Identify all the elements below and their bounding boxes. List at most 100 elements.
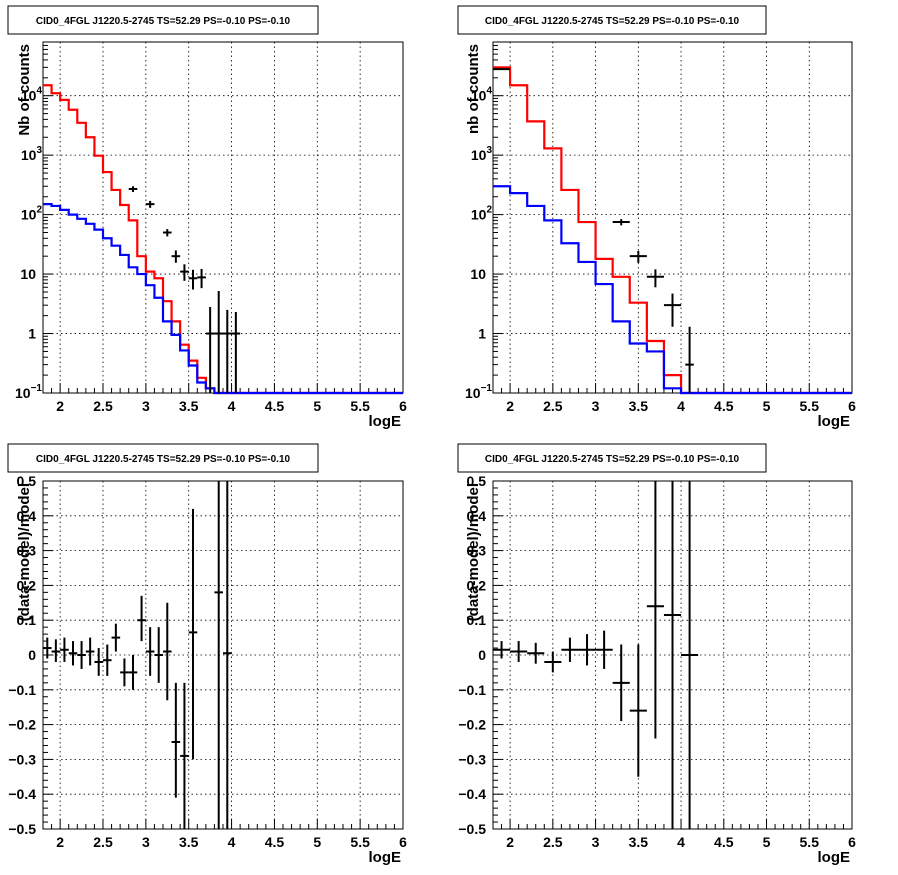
data-point <box>60 637 69 662</box>
data-point <box>163 229 172 237</box>
x-tick-label: 3 <box>142 834 150 850</box>
title-box <box>457 443 767 473</box>
x-tick-label: 2.5 <box>93 398 113 414</box>
y-tick-label: 0.4 <box>17 508 37 524</box>
x-tick-label: 6 <box>848 834 856 850</box>
y-tick-label: 103 <box>21 145 43 163</box>
data-point <box>663 293 682 327</box>
x-tick-label: 2 <box>56 834 64 850</box>
x-tick-label: 5.5 <box>800 834 820 850</box>
data-point <box>51 639 61 662</box>
x-axis-title: logE <box>818 413 851 430</box>
x-tick-label: 4 <box>228 834 236 850</box>
data-point <box>111 623 121 652</box>
x-tick-label: 3 <box>142 398 150 414</box>
data-point <box>685 326 694 393</box>
y-tick-label: 0.3 <box>467 543 487 559</box>
y-tick-label: 103 <box>471 145 493 163</box>
data-point <box>223 481 232 829</box>
chart-title: CID0_4FGL J1220.5-2745 TS=52.29 PS=-0.10… <box>485 454 740 465</box>
x-tick-label: 2.5 <box>543 398 563 414</box>
x-tick-label: 5.5 <box>350 834 370 850</box>
x-tick-label: 2.5 <box>543 834 563 850</box>
y-tick-label: 1 <box>478 326 486 342</box>
data-point <box>646 269 664 288</box>
chart-title: CID0_4FGL J1220.5-2745 TS=52.29 PS=-0.10… <box>36 16 291 27</box>
x-tick-label: 6 <box>399 834 407 850</box>
x-tick-label: 4.5 <box>265 834 285 850</box>
y-axis-title: (data-model)/model <box>465 483 482 621</box>
x-axis-title: logE <box>369 849 402 866</box>
x-tick-label: 5 <box>313 834 321 850</box>
data-point <box>163 602 172 701</box>
data-point <box>214 290 223 393</box>
y-tick-label: 10 <box>20 266 36 282</box>
data-point <box>68 641 78 666</box>
histogram-series-1 <box>43 84 403 395</box>
data-point <box>493 641 511 659</box>
y-tick-label: −0.4 <box>8 786 36 802</box>
data-point <box>510 641 528 662</box>
x-axis-title: logE <box>369 413 402 430</box>
y-tick-label: 102 <box>471 205 493 223</box>
data-point <box>43 637 52 659</box>
x-tick-label: 2 <box>506 398 514 414</box>
histogram-series-1 <box>493 66 852 395</box>
data-point <box>612 219 630 226</box>
histogram-series-2 <box>43 203 403 395</box>
y-tick-label: −0.1 <box>8 682 36 698</box>
x-tick-label: 6 <box>848 398 856 414</box>
title-box <box>7 5 319 35</box>
data-point <box>128 655 138 690</box>
y-tick-label: 0.5 <box>17 473 37 489</box>
y-tick-label: 104 <box>21 86 43 104</box>
y-tick-label: 0.4 <box>467 508 487 524</box>
x-tick-label: 3.5 <box>629 398 649 414</box>
histogram-series-2 <box>493 185 852 395</box>
chart-title: CID0_4FGL J1220.5-2745 TS=52.29 PS=-0.10… <box>36 454 291 465</box>
data-point <box>180 682 189 829</box>
x-tick-label: 3 <box>592 834 600 850</box>
data-point <box>103 644 112 676</box>
y-tick-label: 0.1 <box>17 612 37 628</box>
x-tick-label: 2 <box>506 834 514 850</box>
y-tick-label: 0.1 <box>467 612 487 628</box>
y-tick-label: 104 <box>471 86 493 104</box>
y-tick-label: 0.3 <box>17 543 37 559</box>
data-point <box>188 508 198 760</box>
x-tick-label: 2 <box>56 398 64 414</box>
y-tick-label: −0.3 <box>458 751 486 767</box>
x-tick-label: 3.5 <box>179 834 199 850</box>
data-point <box>85 637 95 666</box>
data-point <box>527 642 545 664</box>
y-tick-label: −0.5 <box>458 821 486 837</box>
x-tick-label: 5.5 <box>800 398 820 414</box>
x-tick-label: 5.5 <box>350 398 370 414</box>
x-tick-label: 3.5 <box>179 398 199 414</box>
data-point <box>205 306 215 393</box>
data-point <box>145 627 155 676</box>
x-tick-label: 5 <box>313 398 321 414</box>
y-axis-title: nb of counts <box>465 44 482 134</box>
data-point <box>180 264 189 281</box>
y-tick-label: 10 <box>470 266 486 282</box>
data-point <box>231 312 241 393</box>
x-tick-label: 5 <box>763 834 771 850</box>
x-tick-label: 6 <box>399 398 407 414</box>
x-axis-title: logE <box>818 849 851 866</box>
y-tick-label: 0.2 <box>467 577 487 593</box>
data-point <box>171 682 181 798</box>
x-tick-label: 4 <box>677 398 685 414</box>
data-point <box>612 644 630 722</box>
chart-panel-2: CID0_4FGL J1220.5-2745 TS=52.29 PS=-0.10… <box>457 5 856 430</box>
data-point <box>681 481 699 829</box>
y-tick-label: 0 <box>478 647 486 663</box>
data-point <box>137 595 146 642</box>
data-point <box>145 200 155 208</box>
y-tick-label: 0 <box>28 647 36 663</box>
data-point <box>214 481 223 829</box>
data-point <box>561 637 579 662</box>
plot-frame <box>42 41 404 394</box>
x-tick-label: 4 <box>677 834 685 850</box>
